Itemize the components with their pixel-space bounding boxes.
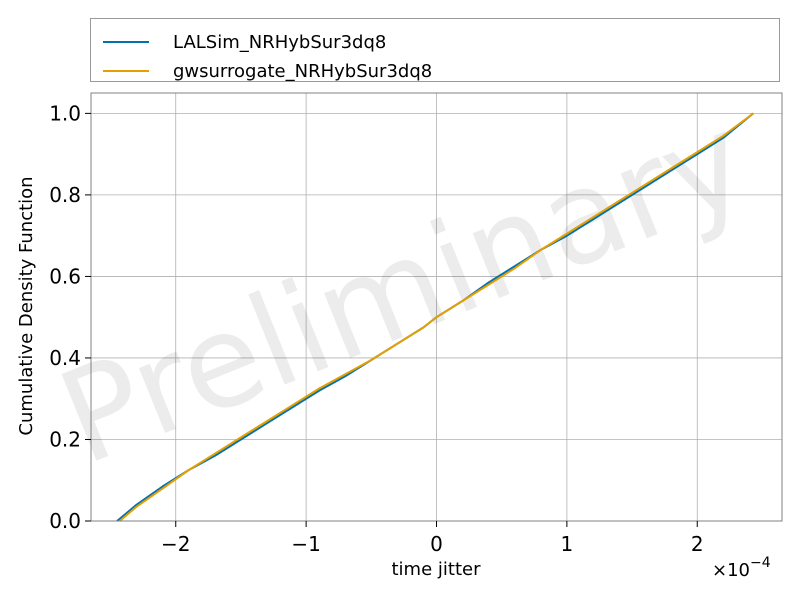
x-tick-label: 0 bbox=[430, 532, 443, 556]
y-tick-label: 0.6 bbox=[49, 264, 81, 288]
x-scale-exponent: −4 bbox=[750, 555, 771, 571]
legend-entry-gwsurrogate: gwsurrogate_NRHybSur3dq8 bbox=[103, 59, 432, 83]
x-axis-label: time jitter bbox=[392, 559, 482, 580]
x-tick-label: 2 bbox=[691, 532, 704, 556]
series-lines bbox=[116, 112, 754, 522]
y-tick-label: 0.2 bbox=[49, 427, 81, 451]
y-tick-label: 0.8 bbox=[49, 183, 81, 207]
x-scale-base: ×10 bbox=[712, 560, 750, 581]
x-tick-label: −1 bbox=[291, 532, 320, 556]
legend-entry-lalsim: LALSim_NRHybSur3dq8 bbox=[103, 30, 386, 54]
legend-label-gwsurrogate: gwsurrogate_NRHybSur3dq8 bbox=[173, 60, 433, 82]
y-tick-label: 1.0 bbox=[49, 101, 81, 125]
legend-swatch-lalsim bbox=[103, 41, 149, 43]
series-line-gwsurrogate bbox=[119, 112, 754, 522]
legend: LALSim_NRHybSur3dq8 gwsurrogate_NRHybSur… bbox=[90, 18, 780, 82]
y-tick-label: 0.0 bbox=[49, 509, 81, 533]
legend-label-lalsim: LALSim_NRHybSur3dq8 bbox=[173, 31, 387, 53]
x-scale-multiplier: ×10−4 bbox=[712, 555, 771, 581]
x-tick-label: 1 bbox=[561, 532, 574, 556]
y-tick-label: 0.4 bbox=[49, 346, 81, 370]
axis-ticks: −2 −1 0 1 2 0.0 0.2 0.4 0.6 0.8 1.0 bbox=[49, 101, 703, 556]
y-axis-label: Cumulative Density Function bbox=[16, 176, 37, 435]
legend-swatch-gwsurrogate bbox=[103, 70, 149, 72]
watermark-text: Preliminary bbox=[41, 85, 767, 494]
x-tick-label: −2 bbox=[161, 532, 190, 556]
